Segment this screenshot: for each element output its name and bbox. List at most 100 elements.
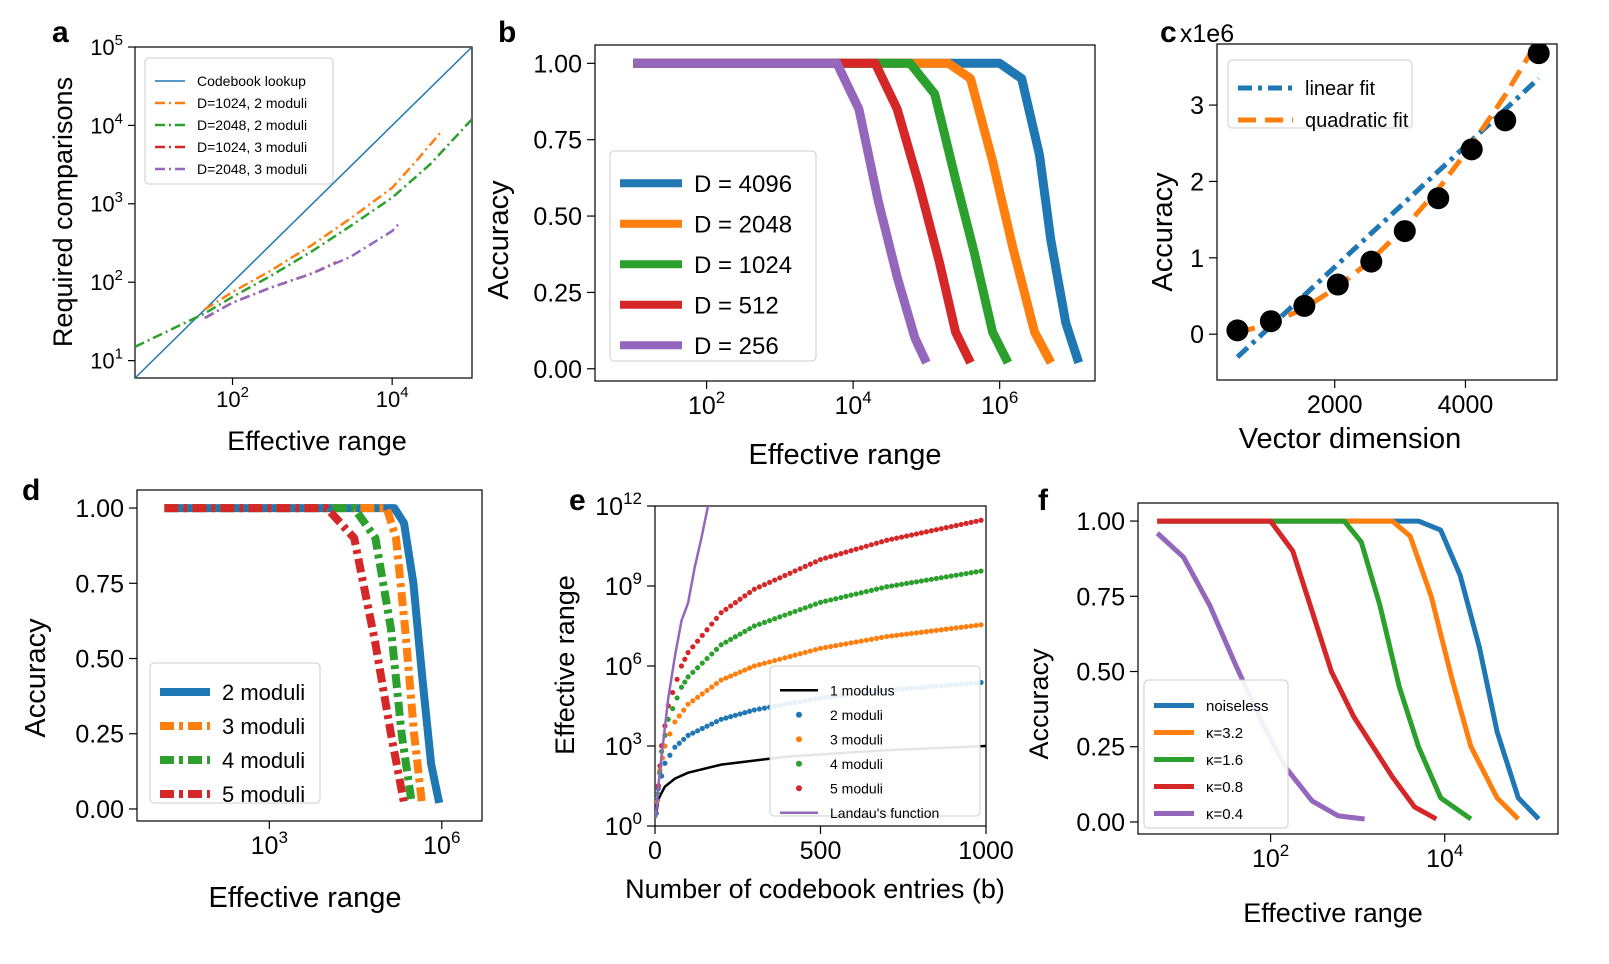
series-f--0-8: [1157, 518, 1438, 822]
legend-label-a-4: D=2048, 3 moduli: [197, 161, 307, 177]
legend-label-d-1: 3 moduli: [222, 714, 305, 739]
series-e-5-moduli-pt: [732, 600, 738, 606]
y-tick-label-c-2: 2: [1190, 168, 1204, 196]
series-e-4-moduli-pt: [728, 636, 734, 643]
series-e-3-moduli-pt: [751, 663, 757, 669]
series-e-3-moduli-pt: [667, 731, 673, 737]
legend-label-b-4: D = 256: [694, 333, 779, 360]
series-e-4-moduli-pt: [732, 634, 738, 640]
series-e-2-moduli-pt: [761, 705, 768, 711]
series-e-4-moduli-pt: [713, 646, 720, 652]
series-a-d-1024-2-moduli: [204, 132, 442, 311]
y-tick-label-f-2: 0.50: [1076, 659, 1125, 687]
series-e-5-moduli-pt: [670, 689, 676, 696]
panel-label-d: d: [22, 474, 40, 507]
series-e-3-moduli-pt: [732, 671, 738, 677]
series-e-3-moduli-pt: [828, 643, 834, 650]
series-c-linear-fit: [1235, 76, 1541, 359]
series-e-5-moduli-pt: [737, 596, 743, 602]
series-e-3-moduli-pt: [685, 701, 691, 707]
y-tick-label-e-1: 103: [605, 729, 642, 761]
legend-frame-c: [1227, 59, 1413, 129]
x-tick-label-c-0: 2000: [1307, 391, 1363, 419]
x-axis-label-a: Effective range: [227, 426, 407, 456]
series-e-2-moduli-pt: [709, 721, 715, 727]
x-axis-label-d: Effective range: [209, 882, 402, 914]
legend-label-e-0: 1 modulus: [830, 682, 895, 698]
series-e-3-moduli-pt: [913, 630, 920, 636]
series-e-4-moduli-pt: [978, 568, 984, 574]
series-e-3-moduli-pt: [709, 684, 715, 690]
series-e-3-moduli-pt: [973, 622, 979, 629]
series-e-3-moduli-pt: [807, 648, 813, 654]
series-e-4-moduli-pt: [908, 580, 915, 586]
legend-label-d-3: 5 moduli: [222, 782, 305, 807]
series-e-5-moduli-pt: [863, 543, 869, 549]
series-e-2-moduli-pt: [751, 707, 757, 713]
series-a-d-2048-2-moduli: [135, 118, 472, 348]
plot-area-a: [135, 47, 472, 378]
y-tick-label-d-0: 0.00: [75, 796, 124, 824]
series-e-4-moduli-pt: [833, 596, 839, 602]
chart-panel-e: 0 500 1000 100 103 106 109 1012 Number of codebo…: [550, 489, 1014, 904]
legend-swatch-e-4: [796, 785, 802, 792]
series-e-5-moduli-pt: [853, 546, 859, 552]
series-e-3-moduli-pt: [953, 625, 959, 631]
series-b-d-1024: [633, 58, 1013, 365]
series-e-2-moduli-pt: [676, 740, 682, 746]
series-e-4-moduli-pt: [868, 587, 875, 593]
series-e-5-moduli-pt: [833, 552, 839, 558]
series-e-5-moduli-pt: [943, 525, 949, 531]
plot-area-b: [633, 58, 1083, 365]
series-e-4-moduli: [655, 568, 984, 797]
series-e-4-moduli-pt: [718, 642, 724, 648]
series-e-3-moduli-pt: [948, 625, 954, 632]
series-e-4-moduli-pt: [973, 569, 979, 575]
series-e-4-moduli-pt: [838, 594, 844, 601]
legend-label-e-3: 4 moduli: [830, 756, 883, 772]
legend-frame-d: [149, 662, 321, 804]
series-e-4-moduli-pt: [802, 605, 808, 611]
series-e-5-moduli-pt: [918, 530, 925, 536]
data-point-c-4: [1360, 250, 1383, 273]
series-e-3-moduli-pt: [766, 659, 773, 665]
series-e-5-moduli-pt: [948, 523, 954, 530]
y-axis-label-d: Accuracy: [20, 618, 52, 738]
series-e-4-moduli-pt: [873, 586, 880, 592]
x-tick-label-c-1: 4000: [1438, 391, 1494, 419]
series-e-2-moduli-pt: [704, 723, 710, 729]
series-e-3-moduli-pt: [756, 662, 762, 668]
series-e-3-moduli-pt: [843, 641, 849, 647]
series-e-3-moduli-pt: [889, 633, 895, 639]
series-e-2-moduli-pt: [672, 744, 678, 750]
chart-panel-b: 102 104 106 0.00 0.25 0.50 0.75 1.00 Effective r…: [483, 44, 1096, 471]
series-e-3-moduli-pt: [879, 634, 885, 641]
series-b-d-256: [633, 58, 931, 365]
series-e-3-moduli-pt: [792, 652, 798, 658]
legend-label-f-0: noiseless: [1206, 698, 1269, 715]
series-e-3-moduli-pt: [723, 675, 729, 681]
legend-label-b-3: D = 512: [694, 292, 779, 319]
series-e-4-moduli-pt: [694, 665, 701, 671]
series-e-2-moduli-pt: [723, 715, 729, 721]
panel-label-f: f: [1038, 484, 1049, 517]
series-e-5-moduli-pt: [751, 586, 757, 592]
series-e-5-moduli-pt: [817, 556, 824, 563]
y-tick-label-f-0: 0.00: [1076, 809, 1125, 837]
series-e-5-moduli-pt: [933, 527, 939, 533]
series-e-4-moduli-pt: [777, 614, 783, 620]
series-a-codebook-lookup: [135, 47, 472, 378]
legend-label-e-1: 2 moduli: [830, 707, 883, 723]
series-e-5-moduli-pt: [879, 539, 885, 545]
series-e-4-moduli-pt: [742, 628, 748, 634]
series-e-5-moduli-pt: [723, 606, 729, 612]
series-e-3-moduli-pt: [672, 719, 678, 725]
y-tick-label-b-0: 0.00: [533, 356, 582, 384]
series-e-5-moduli-pt: [742, 593, 748, 599]
series-e-4-moduli-pt: [756, 621, 762, 627]
series-e-5-moduli-pt: [868, 542, 875, 548]
series-e-4-moduli-pt: [690, 669, 696, 675]
series-e-5-moduli-pt: [685, 649, 691, 656]
series-e-3-moduli-pt: [908, 630, 915, 637]
chart-panel-a: 102 104 101 102 103 104 105 Effective range Requ…: [48, 32, 473, 456]
